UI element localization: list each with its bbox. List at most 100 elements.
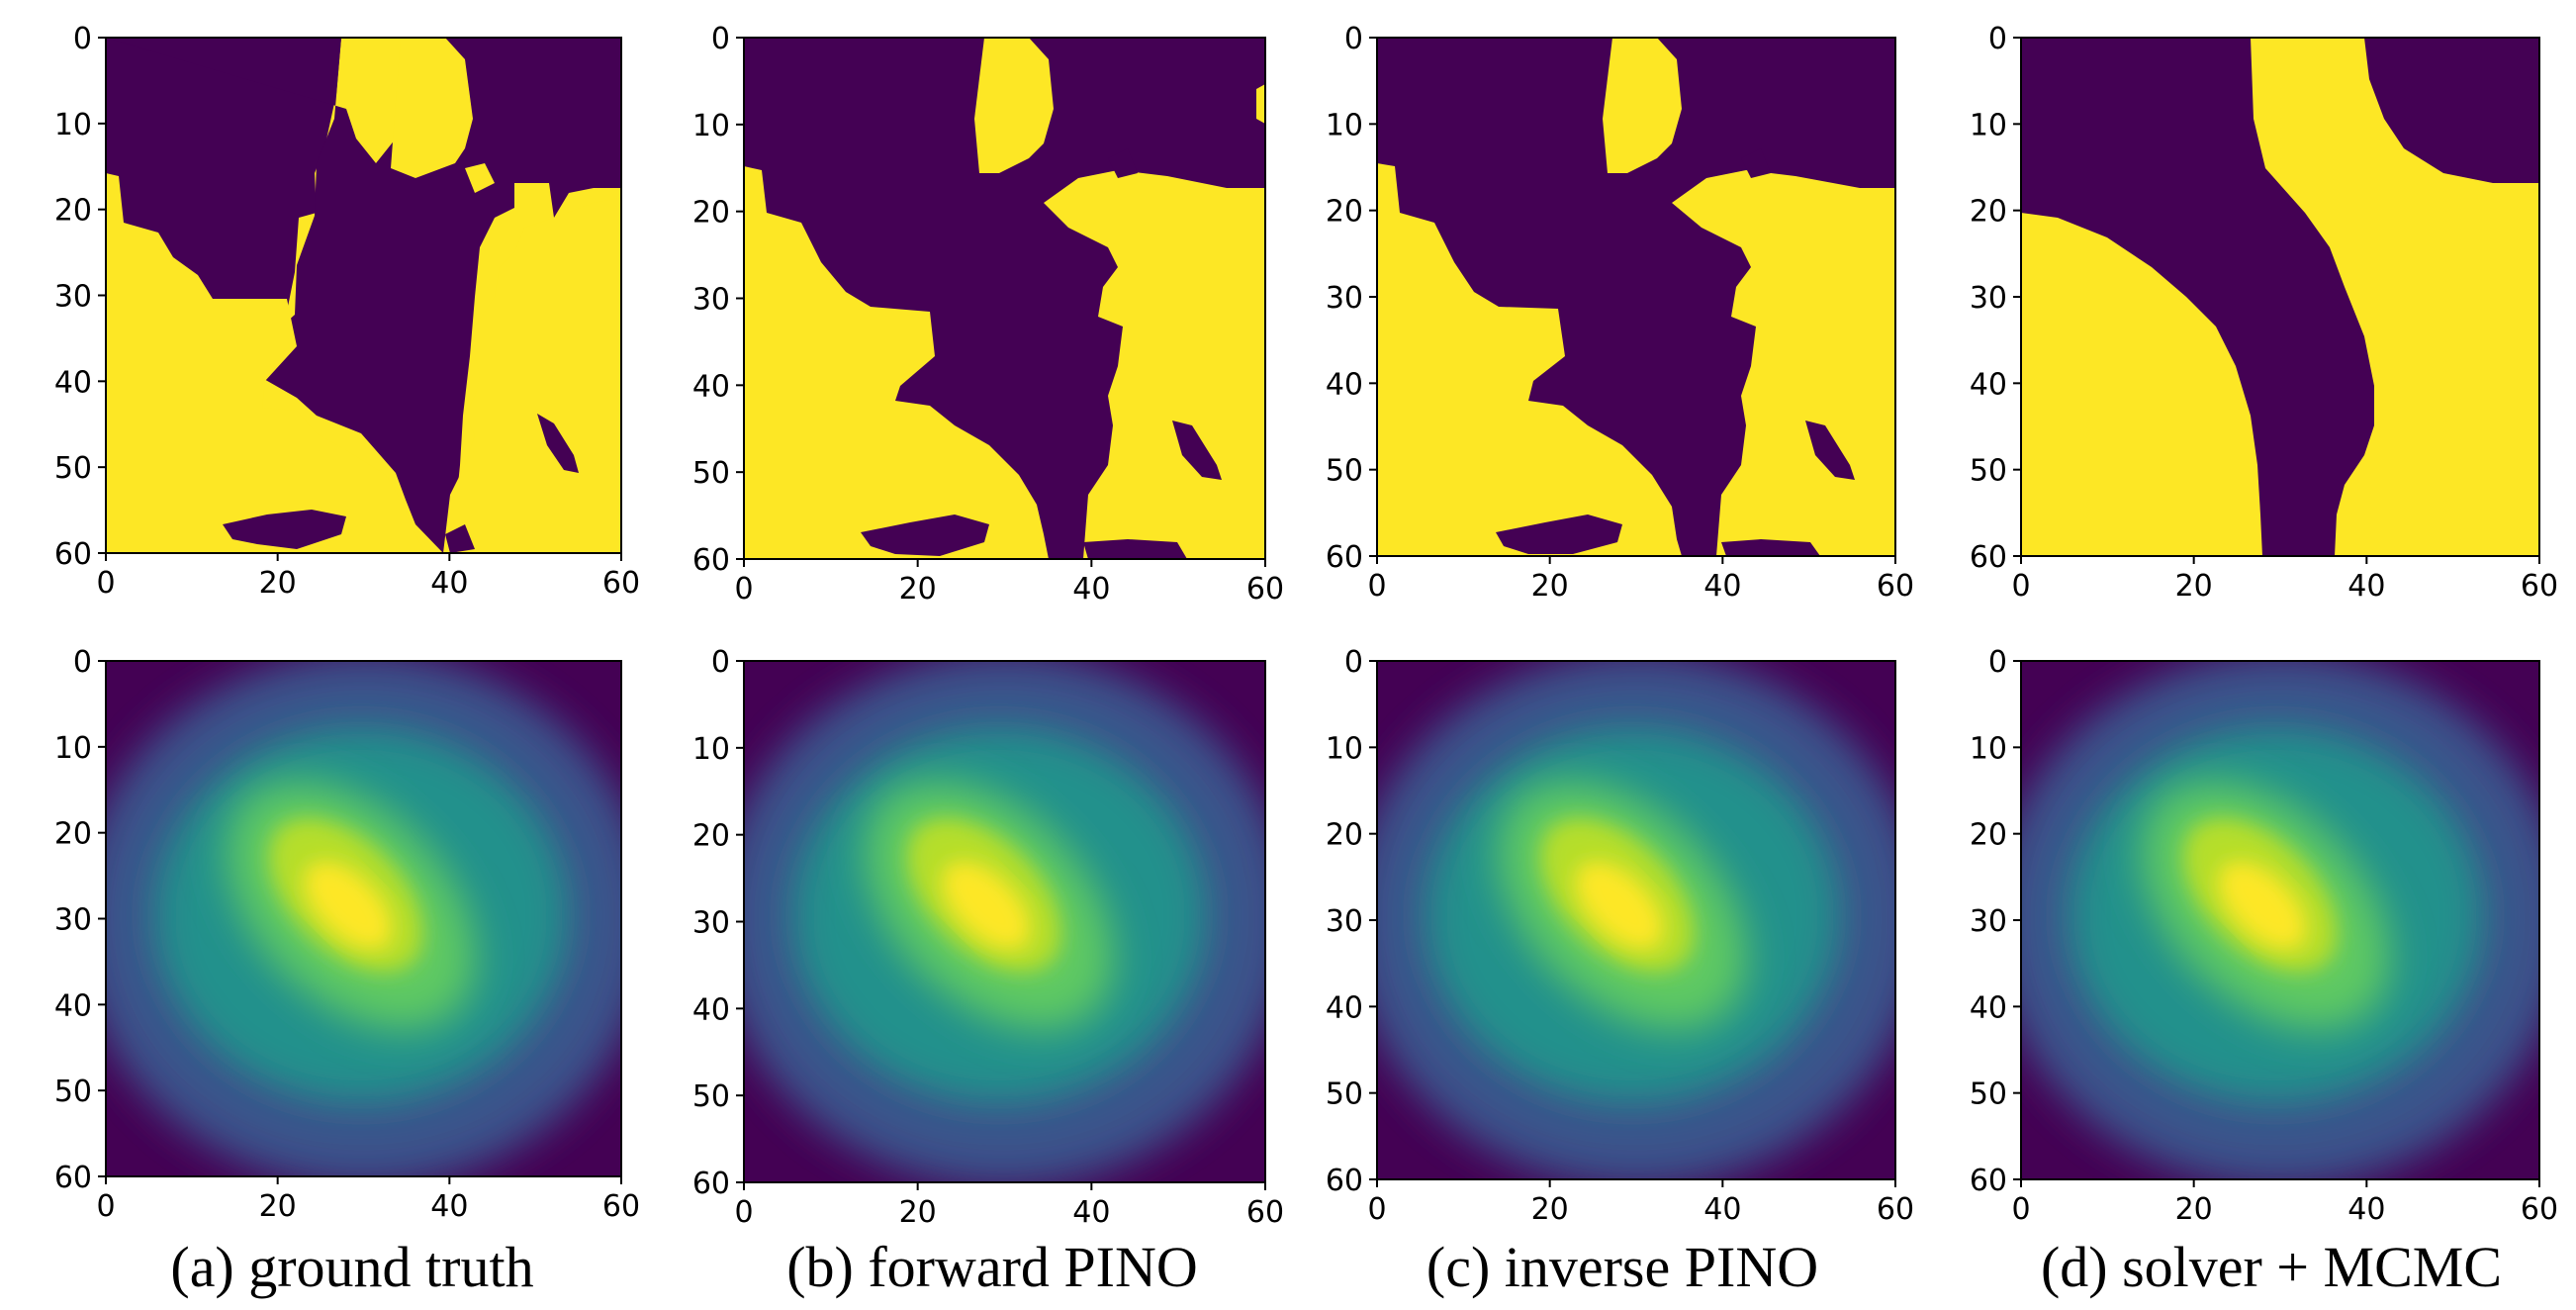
panel-c-bottom-heatmap xyxy=(1377,661,1895,1179)
panel-d-bottom-heatmap xyxy=(2021,661,2539,1179)
pressure-peak xyxy=(304,861,393,950)
pressure-peak xyxy=(942,861,1031,950)
y-tick-label: 30 xyxy=(1970,904,2007,939)
panel-b-bottom-heatmap xyxy=(744,661,1265,1182)
y-tick-label: 60 xyxy=(1326,540,1363,575)
y-tick-label: 30 xyxy=(692,283,730,318)
y-tick-label: 60 xyxy=(692,543,730,578)
x-tick-label: 60 xyxy=(602,1189,640,1224)
panel-b-top-heatmap xyxy=(744,38,1265,559)
panel-c-top-heatmap xyxy=(1377,38,1895,556)
y-tick-label: 0 xyxy=(711,22,730,56)
y-tick-label: 0 xyxy=(73,22,92,56)
x-tick-label: 20 xyxy=(2175,1192,2213,1227)
y-tick-label: 20 xyxy=(1970,818,2007,853)
x-tick-label: 0 xyxy=(96,566,115,601)
y-tick-label: 10 xyxy=(1326,731,1363,766)
y-tick-label: 40 xyxy=(1970,990,2007,1025)
x-tick-label: 60 xyxy=(2521,569,2558,604)
x-tick-label: 0 xyxy=(734,572,753,607)
panel-d-top-heatmap xyxy=(2021,38,2539,556)
low-permeability-region xyxy=(1805,421,1855,480)
y-tick-label: 50 xyxy=(1970,454,2007,489)
x-tick-label: 40 xyxy=(1703,1192,1741,1227)
low-permeability-region xyxy=(1741,148,1771,178)
low-permeability-region xyxy=(1721,539,1820,556)
low-permeability-region xyxy=(861,515,989,556)
y-tick-label: 20 xyxy=(1326,195,1363,230)
x-tick-label: 0 xyxy=(734,1195,753,1230)
high-permeability-region xyxy=(391,38,473,178)
y-tick-label: 60 xyxy=(1970,1164,2007,1198)
y-tick-label: 40 xyxy=(54,365,92,400)
high-permeability-region xyxy=(465,163,495,193)
x-tick-label: 0 xyxy=(1367,569,1386,604)
low-permeability-region xyxy=(223,510,346,549)
low-permeability-region xyxy=(1108,148,1138,178)
y-tick-label: 10 xyxy=(692,732,730,767)
y-tick-label: 50 xyxy=(692,456,730,491)
x-tick-label: 20 xyxy=(259,566,297,601)
low-permeability-region xyxy=(537,414,579,473)
y-tick-label: 0 xyxy=(711,645,730,680)
y-tick-label: 40 xyxy=(1326,990,1363,1025)
x-tick-label: 60 xyxy=(1877,1192,1914,1227)
high-permeability-region xyxy=(2021,213,2262,556)
x-tick-label: 20 xyxy=(2175,569,2213,604)
panel-a-bottom-heatmap xyxy=(106,661,621,1176)
x-tick-label: 0 xyxy=(2011,1192,2030,1227)
x-tick-label: 60 xyxy=(1877,569,1914,604)
y-tick-label: 0 xyxy=(1988,645,2007,680)
caption-d: (d) solver + MCMC xyxy=(2041,1235,2502,1299)
y-tick-label: 10 xyxy=(54,731,92,766)
x-tick-label: 60 xyxy=(1246,1195,1284,1230)
high-permeability-region xyxy=(2251,38,2539,556)
y-tick-label: 20 xyxy=(692,819,730,854)
y-tick-label: 40 xyxy=(1326,367,1363,402)
y-tick-label: 60 xyxy=(1970,540,2007,575)
low-permeability-region xyxy=(1083,539,1187,559)
y-tick-label: 0 xyxy=(1344,22,1363,56)
low-permeability-region xyxy=(445,524,475,553)
y-tick-label: 30 xyxy=(1970,281,2007,316)
y-tick-label: 60 xyxy=(54,1161,92,1195)
y-tick-label: 0 xyxy=(1344,645,1363,680)
high-permeability-region xyxy=(974,38,1054,173)
high-permeability-region xyxy=(1377,163,1682,556)
panel-a-top-heatmap xyxy=(106,38,621,553)
y-tick-label: 40 xyxy=(692,369,730,404)
y-tick-label: 20 xyxy=(1970,195,2007,230)
y-tick-label: 0 xyxy=(73,645,92,680)
x-tick-label: 40 xyxy=(2347,569,2385,604)
y-tick-label: 30 xyxy=(54,903,92,938)
y-tick-label: 60 xyxy=(54,537,92,572)
x-tick-label: 20 xyxy=(259,1189,297,1224)
x-tick-label: 20 xyxy=(1531,1192,1569,1227)
pressure-peak xyxy=(2218,861,2307,950)
x-tick-label: 60 xyxy=(602,566,640,601)
low-permeability-region xyxy=(1172,421,1222,480)
y-tick-label: 60 xyxy=(1326,1164,1363,1198)
y-tick-label: 50 xyxy=(1326,454,1363,489)
y-tick-label: 50 xyxy=(692,1079,730,1114)
y-tick-label: 20 xyxy=(1326,818,1363,853)
y-tick-label: 40 xyxy=(54,988,92,1023)
high-permeability-region xyxy=(443,198,621,553)
x-tick-label: 0 xyxy=(96,1189,115,1224)
x-tick-label: 20 xyxy=(899,1195,937,1230)
y-tick-label: 10 xyxy=(692,109,730,143)
x-tick-label: 40 xyxy=(2347,1192,2385,1227)
y-tick-label: 50 xyxy=(54,451,92,486)
high-permeability-region xyxy=(744,166,1049,559)
x-tick-label: 20 xyxy=(899,572,937,607)
x-tick-label: 0 xyxy=(2011,569,2030,604)
x-tick-label: 40 xyxy=(430,1189,468,1224)
caption-c: (c) inverse PINO xyxy=(1426,1235,1818,1299)
x-tick-label: 20 xyxy=(1531,569,1569,604)
